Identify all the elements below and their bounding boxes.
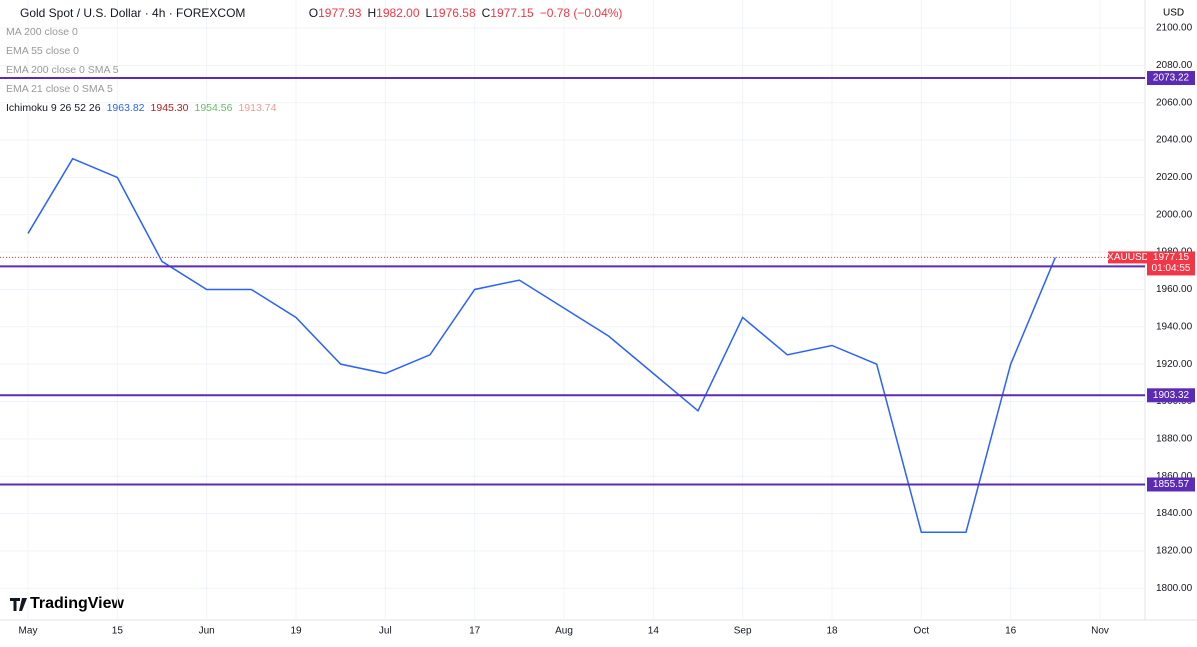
symbol[interactable]: Gold Spot / U.S. Dollar · 4h · FOREXCOM [20,6,246,20]
indicator: Ichimoku 9 26 52 26 [6,102,101,114]
x-tick-label: Oct [914,626,930,637]
ohlc-value: 1977.15 [490,6,534,20]
x-tick-label: Jun [199,626,215,637]
indicator: EMA 200 close 0 SMA 5 [6,64,119,76]
x-tick-label: Aug [555,626,573,637]
indicator-value: 1945.30 [150,102,189,114]
x-tick-label: May [19,626,38,637]
price-label: 1977.15 [1153,252,1190,263]
level-label: 2073.22 [1153,73,1190,84]
x-tick-label: Nov [1091,626,1109,637]
ohlc-key: H [367,6,377,20]
indicator-row: Ichimoku 9 26 52 26 1963.82 1945.30 1954.56… [6,99,622,118]
x-tick-label: Jul [379,626,392,637]
indicator-value: 1913.74 [238,102,277,114]
ohlc-value: 1982.00 [376,6,420,20]
x-tick-label: 18 [826,626,838,637]
indicator: EMA 55 close 0 [6,45,79,57]
indicator-value: 1954.56 [194,102,233,114]
countdown: 01:04:55 [1152,263,1191,274]
y-tick-label: 1920.00 [1156,359,1193,370]
x-tick-label: 15 [112,626,124,637]
level-tag [1147,477,1195,492]
y-tick-label: 2000.00 [1156,209,1193,220]
x-tick-label: 19 [290,626,302,637]
y-tick-label: 1800.00 [1156,583,1193,594]
y-tick-label: 1880.00 [1156,433,1193,444]
price-tag [1147,251,1195,276]
y-tick-label: 1960.00 [1156,284,1193,295]
ohlc-key: C [481,6,491,20]
symbol-label: XAUUSD [1107,252,1149,263]
logo: TradingView [30,595,125,612]
indicator-row: MA 200 close 0 [6,23,622,42]
y-tick-label: 1940.00 [1156,321,1193,332]
ohlc-value: 1977.93 [318,6,362,20]
indicator: EMA 21 close 0 SMA 5 [6,83,113,95]
level-label: 1903.32 [1153,390,1190,401]
y-tick-label: 2060.00 [1156,97,1193,108]
ohlc-key: O [308,6,319,20]
change: −0.78 (−0.04%) [539,6,623,20]
indicator-row: EMA 21 close 0 SMA 5 [6,80,622,99]
y-tick-label: 2020.00 [1156,172,1193,183]
symbol-row: Gold Spot / U.S. Dollar · 4h · FOREXCOM … [6,4,622,23]
legend: Gold Spot / U.S. Dollar · 4h · FOREXCOM … [6,4,622,118]
price-line [27,157,1057,533]
currency[interactable]: USD [1163,8,1184,19]
y-tick-label: 1860.00 [1156,471,1193,482]
indicator-row: EMA 55 close 0 [6,42,622,61]
y-tick-label: 1840.00 [1156,508,1193,519]
logo-icon [10,598,27,611]
y-tick-label: 2100.00 [1156,23,1193,34]
y-tick-label: 2040.00 [1156,135,1193,146]
y-tick-label: 1820.00 [1156,546,1193,557]
indicator-row: EMA 200 close 0 SMA 5 [6,61,622,80]
x-tick-label: 16 [1005,626,1017,637]
ohlc-key: L [425,6,433,20]
indicator: MA 200 close 0 [6,26,78,38]
symbol-tag [1108,251,1148,264]
level-tag [1147,71,1195,86]
level-label: 1855.57 [1153,479,1190,490]
x-tick-label: Sep [734,626,752,637]
y-tick-label: 2080.00 [1156,60,1193,71]
level-tag [1147,388,1195,403]
x-tick-label: 17 [469,626,481,637]
indicator-value: 1963.82 [106,102,145,114]
x-tick-label: 14 [648,626,660,637]
ohlc-value: 1976.58 [432,6,476,20]
